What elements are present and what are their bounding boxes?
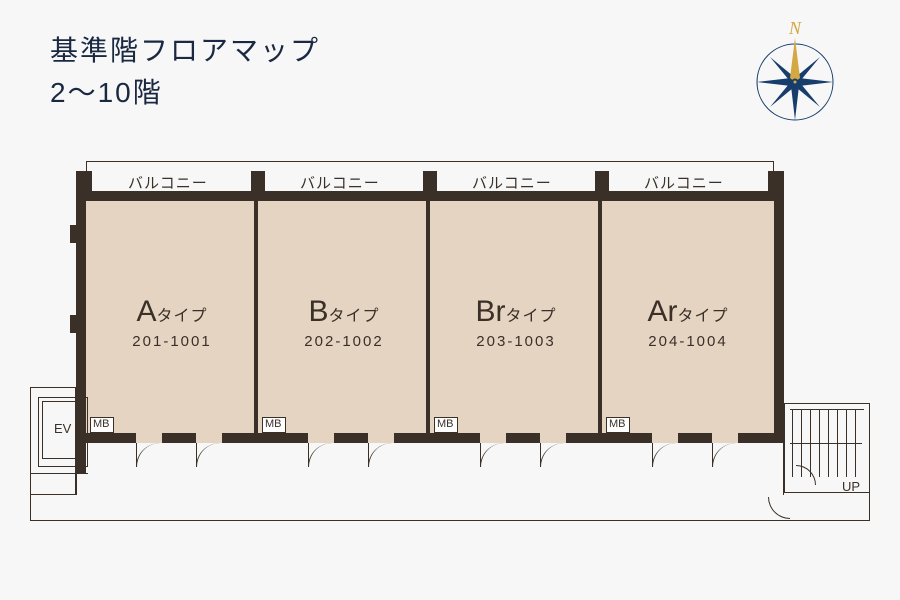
room-type-suffix: タイプ <box>329 308 380 325</box>
ev-divider <box>30 473 88 474</box>
room-range: 203-1003 <box>430 333 602 350</box>
room-label: Bタイプ 202-1002 <box>258 295 430 350</box>
balcony-label: バルコニー <box>300 172 380 193</box>
door-opening <box>652 433 678 443</box>
stair-rail <box>790 409 864 410</box>
door-opening <box>540 433 566 443</box>
wall-right <box>774 191 784 443</box>
door-opening <box>368 433 394 443</box>
room-type-letter: Ar <box>647 295 677 328</box>
wall-bump <box>70 315 76 333</box>
title-line1: 基準階フロアマップ <box>50 30 320 72</box>
room-label: Arタイプ 204-1004 <box>602 295 774 350</box>
room-range: 202-1002 <box>258 333 430 350</box>
wall-pillar <box>251 171 265 191</box>
door-opening <box>308 433 334 443</box>
door-opening <box>712 433 738 443</box>
balcony-rail <box>86 161 774 171</box>
title-line2: 2～10階 <box>50 72 320 114</box>
door-opening <box>136 433 162 443</box>
room-type-suffix: タイプ <box>677 308 728 325</box>
wall-pillar <box>595 171 609 191</box>
balcony-label: バルコニー <box>472 172 552 193</box>
up-label: UP <box>842 479 860 494</box>
room-type-letter: B <box>308 295 328 328</box>
room-type-letter: Br <box>475 295 505 328</box>
balcony-label: バルコニー <box>128 172 208 193</box>
room-type-letter: A <box>136 295 156 328</box>
ev-label: EV <box>54 421 71 436</box>
mb-label: MB <box>609 418 626 430</box>
door-opening <box>480 433 506 443</box>
door-opening <box>196 433 222 443</box>
stair-mid <box>790 443 862 444</box>
compass-north-label: N <box>788 20 802 38</box>
room-range: 204-1004 <box>602 333 774 350</box>
wall-pillar <box>423 171 437 191</box>
room-label: Aタイプ 201-1001 <box>86 295 258 350</box>
room-label: Brタイプ 203-1003 <box>430 295 602 350</box>
wall-pillar <box>76 171 92 191</box>
mb-label: MB <box>265 418 282 430</box>
mb-label: MB <box>93 418 110 430</box>
room-type-suffix: タイプ <box>157 308 208 325</box>
floor-plan: Aタイプ201-1001MBBタイプ202-1002MBBrタイプ203-100… <box>30 165 870 535</box>
wall-bump <box>70 225 76 243</box>
wall-pillar <box>768 171 784 191</box>
room-type-suffix: タイプ <box>505 308 556 325</box>
corridor-inner <box>76 443 784 495</box>
balcony-label: バルコニー <box>644 172 724 193</box>
corridor-outline <box>30 493 870 521</box>
wall-ev-connect <box>76 443 86 473</box>
room-range: 201-1001 <box>86 333 258 350</box>
compass-icon: N <box>740 20 850 130</box>
page-title: 基準階フロアマップ 2～10階 <box>50 30 320 114</box>
mb-label: MB <box>437 418 454 430</box>
